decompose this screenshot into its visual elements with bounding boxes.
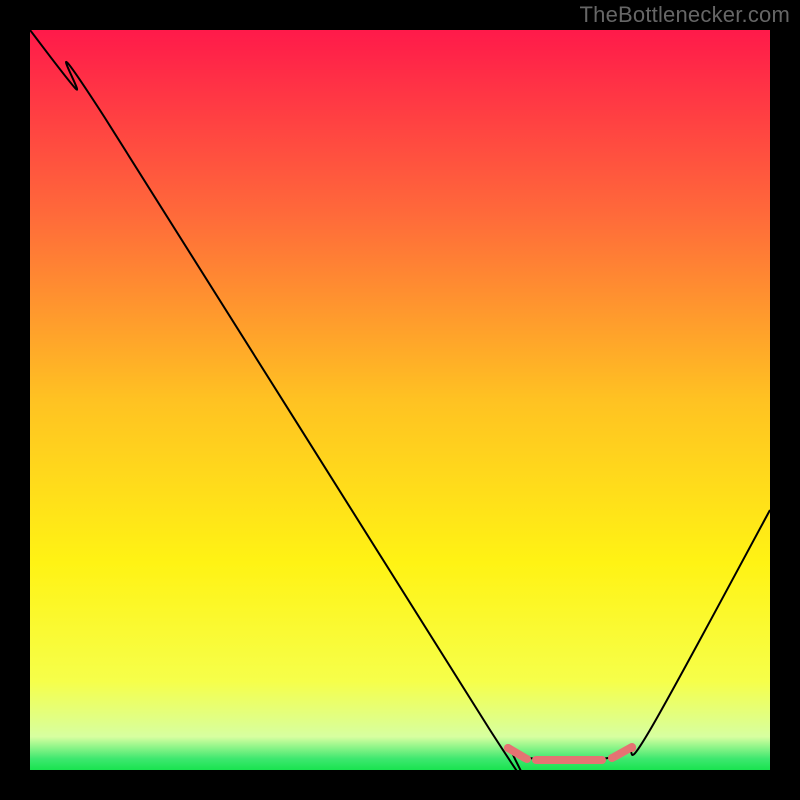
background-gradient-rect — [30, 30, 770, 770]
watermark-text: TheBottlenecker.com — [580, 2, 790, 28]
bottleneck-chart — [0, 0, 800, 800]
chart-stage: TheBottlenecker.com — [0, 0, 800, 800]
